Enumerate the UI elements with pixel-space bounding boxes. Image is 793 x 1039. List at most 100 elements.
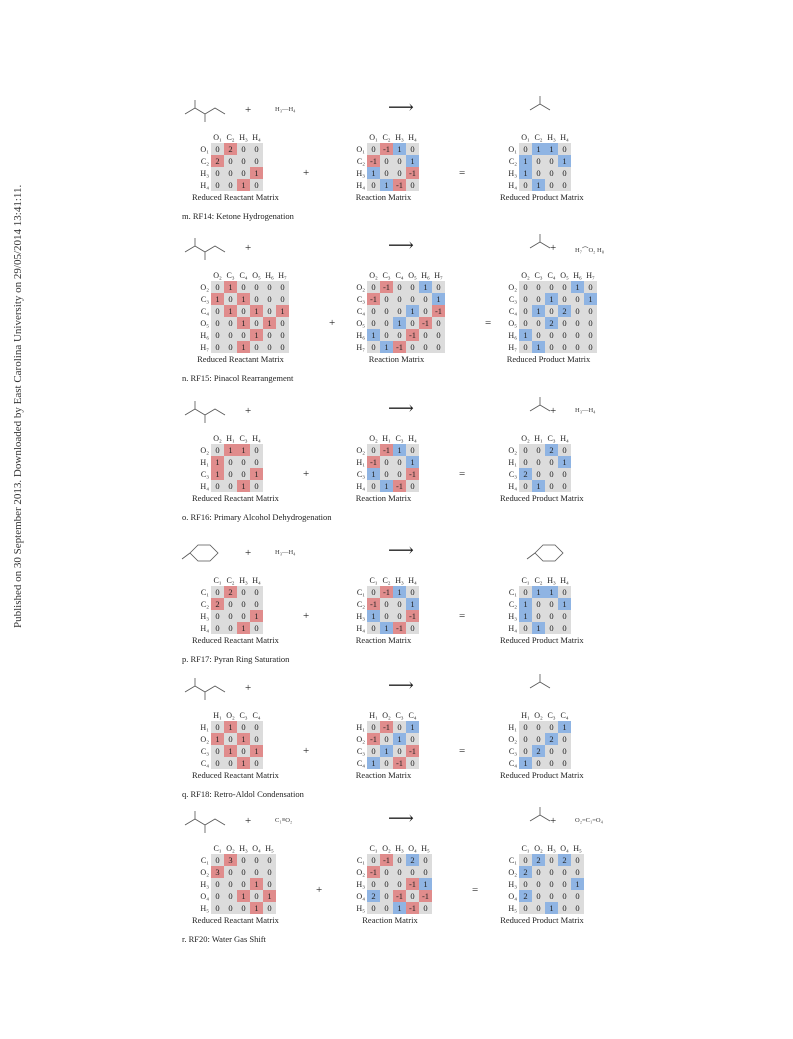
- matrix-col-header: C₃: [547, 711, 556, 720]
- matrix-row: C₃ 2 0 0 0: [500, 468, 571, 480]
- matrix-cell: 1: [519, 167, 532, 179]
- matrix-cell: 1: [393, 586, 406, 598]
- matrix-header-row: O₁ C₂ H₃ H₄: [348, 132, 419, 143]
- reactant-formula: H₃—H₄: [275, 106, 296, 113]
- matrix-cell: 0: [224, 878, 237, 890]
- matrix-col-header: C₂: [226, 133, 235, 142]
- matrix-cell: 0: [393, 721, 406, 733]
- matrix-row: C₂ 2 0 0 0: [192, 155, 263, 167]
- matrix-col-header: C₃: [226, 271, 235, 280]
- plus-sign: +: [316, 884, 323, 896]
- matrix-cell: 0: [571, 329, 584, 341]
- matrix-cell: 0: [250, 890, 263, 902]
- matrix-cell: 0: [380, 329, 393, 341]
- matrix-col-header: H₃: [547, 133, 556, 142]
- matrix-cell: 0: [393, 167, 406, 179]
- matrix-caption: Reaction Matrix: [362, 915, 418, 925]
- matrix-cell: 0: [545, 721, 558, 733]
- matrix-cell: 1: [237, 293, 250, 305]
- matrix-cell: 0: [250, 341, 263, 353]
- matrix-cell: 1: [250, 468, 263, 480]
- matrix-cell: -1: [380, 586, 393, 598]
- matrix-cell: 0: [571, 890, 584, 902]
- adjacency-matrix: O₂ C₃ C₄ O₅ H₆ H₇ O₂ 0 0 0 0 1 0 C₃ 0 0 1 0 0 1 C₄ 0 1 0 2 0 0 O₅ 0 0…: [500, 270, 597, 364]
- matrix-cell: 1: [545, 902, 558, 914]
- adjacency-matrix: O₂ H₁ C₃ H₄ O₂ 0 1 1 0 H₁ 1 0 0 0 C₃ 1 0 0 1 H₄ 0 0 1 0 Reduced …: [192, 433, 279, 503]
- matrix-cell: 0: [250, 598, 263, 610]
- scheme-panel: + C₁≡O₂ ⟶ + O₂=C₁=O₄ C₁ O₂ H₃ O₄ H₅ C₁ 0 3 0 0 0 O₂ 3 0 0 0 0…: [170, 803, 620, 944]
- reactant-formula: C₁≡O₂: [275, 817, 293, 824]
- matrix-row: H₅ 0 0 0 1 0: [192, 902, 276, 914]
- adjacency-matrix: H₁ O₂ C₃ C₄ H₁ 0 0 0 1 O₂ 0 0 2 0 C₃ 0 2 0 0 C₄ 1 0 0 0 Reduced …: [500, 710, 584, 780]
- matrix-row-header: C₄: [200, 306, 209, 316]
- matrix-cell: 0: [545, 167, 558, 179]
- matrix-cell: 0: [380, 293, 393, 305]
- matrix-cell: 2: [558, 854, 571, 866]
- matrix-cell: 0: [250, 179, 263, 191]
- matrix-cell: 0: [211, 878, 224, 890]
- matrix-row: C₄ 0 1 0 2 0 0: [500, 305, 597, 317]
- matrix-col-header: H₅: [573, 844, 582, 853]
- matrix-row-header: O₂: [356, 867, 365, 877]
- matrix-cell: 1: [406, 305, 419, 317]
- matrix-row-header: O₂: [200, 867, 209, 877]
- matrix-row-header: H₄: [200, 180, 209, 190]
- matrix-cell: 0: [263, 305, 276, 317]
- matrix-row-header: C₃: [508, 746, 517, 756]
- matrix-row-header: H₃: [200, 168, 209, 178]
- matrix-cell: 0: [263, 854, 276, 866]
- matrix-cell: 0: [380, 733, 393, 745]
- matrix-cell: 0: [211, 610, 224, 622]
- matrix-cell: 1: [367, 757, 380, 769]
- matrix-cell: 0: [532, 167, 545, 179]
- plus-sign: +: [245, 815, 252, 827]
- matrix-row: C₁ 0 3 0 0 0: [192, 854, 276, 866]
- matrix-cell: 0: [558, 329, 571, 341]
- matrix-row: O₁ 0 1 1 0: [500, 143, 571, 155]
- matrix-cell: 1: [250, 902, 263, 914]
- matrix-cell: 1: [571, 281, 584, 293]
- matrix-row-header: O₄: [356, 891, 365, 901]
- matrix-caption: Reaction Matrix: [355, 770, 412, 780]
- matrix-cell: -1: [406, 902, 419, 914]
- matrix-table: C₁ C₂ H₃ H₄ C₁ 0 -1 1 0 C₂ -1 0 0 1 H₃ 1 0 0 -1 H₄ 0 1 -1 0: [348, 575, 419, 634]
- matrix-corner: [500, 433, 519, 444]
- matrix-cell: 0: [545, 745, 558, 757]
- matrix-row: H₄ 0 1 0 0: [500, 622, 571, 634]
- matrix-row-header: O₁: [200, 144, 209, 154]
- matrix-cell: 0: [211, 721, 224, 733]
- adjacency-matrix: C₁ C₂ H₃ H₄ C₁ 0 -1 1 0 C₂ -1 0 0 1 H₃ 1 0 0 -1 H₄ 0 1 -1 0 Reac…: [348, 575, 419, 645]
- matrix-cell: 1: [211, 468, 224, 480]
- matrix-cell: 0: [584, 329, 597, 341]
- reaction-arrow: ⟶: [388, 808, 414, 828]
- matrix-cell: 2: [558, 305, 571, 317]
- matrix-row-header: H₅: [200, 903, 209, 913]
- matrix-cell: 0: [519, 444, 532, 456]
- matrix-cell: 0: [237, 721, 250, 733]
- matrix-corner: [192, 433, 211, 444]
- matrix-cell: 0: [532, 878, 545, 890]
- structure-drawing: [529, 397, 551, 412]
- matrix-row: H₇ 0 1 0 0 0 0: [500, 341, 597, 353]
- matrix-col-header: H₅: [265, 844, 274, 853]
- plus-sign: +: [303, 745, 310, 757]
- matrix-col-header: H₁: [534, 434, 543, 443]
- matrix-cell: -1: [380, 143, 393, 155]
- matrix-cell: 0: [558, 733, 571, 745]
- matrix-cell: 1: [250, 878, 263, 890]
- matrix-caption: Reduced Product Matrix: [506, 354, 591, 364]
- matrix-cell: 0: [406, 341, 419, 353]
- matrix-cell: 0: [237, 610, 250, 622]
- matrix-cell: -1: [380, 854, 393, 866]
- matrix-cell: 0: [393, 854, 406, 866]
- matrix-cell: 0: [519, 341, 532, 353]
- structure-drawing: [184, 238, 226, 260]
- scheme-panel: + ⟶ + H₇⌒O₂ H₈ O₂ C₃ C₄ O₅ H₆ H₇ O₂ 0 1 0 0 0 0 C₃ 1 0 1 0 0 0 C…: [170, 230, 620, 383]
- matrix-row-header: O₄: [200, 891, 209, 901]
- matrix-cell: 0: [250, 281, 263, 293]
- matrix-row: C₁ 0 1 1 0: [500, 586, 571, 598]
- matrix-row: H₃ 0 0 0 1: [192, 167, 263, 179]
- matrix-cell: 0: [380, 902, 393, 914]
- matrix-cell: 1: [237, 757, 250, 769]
- matrix-row: O₄ 2 0 0 0 0: [500, 890, 584, 902]
